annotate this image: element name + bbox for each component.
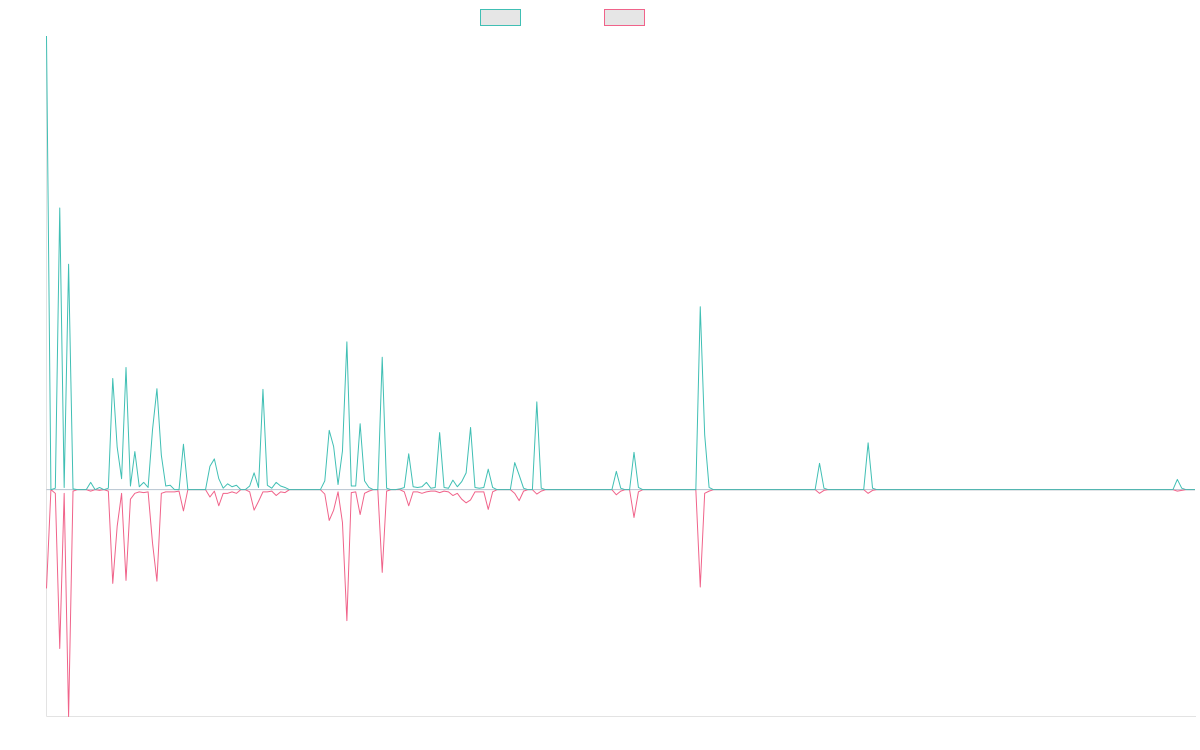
series-layer xyxy=(46,35,1196,717)
legend-swatch-series-1[interactable] xyxy=(480,9,521,26)
plot-area xyxy=(45,34,1196,718)
legend xyxy=(480,9,645,26)
legend-swatch-series-2[interactable] xyxy=(604,9,645,26)
series-line-2[interactable] xyxy=(46,489,1196,717)
marker-layer xyxy=(45,34,1183,718)
series-line-1[interactable] xyxy=(46,35,1196,491)
